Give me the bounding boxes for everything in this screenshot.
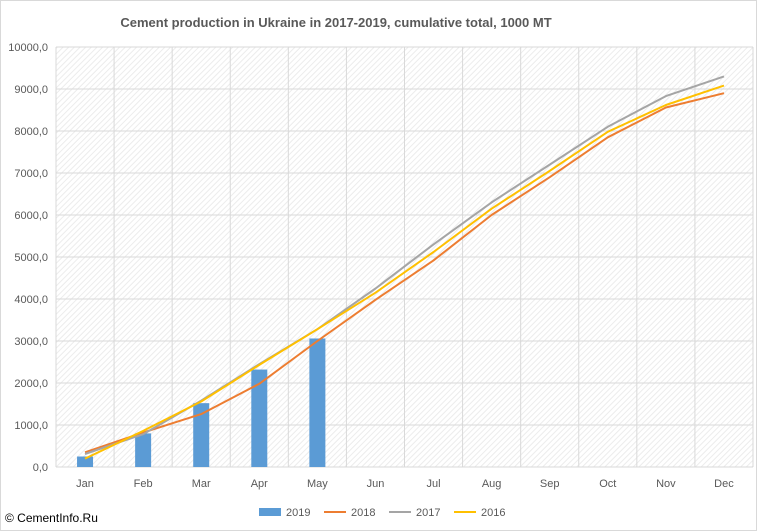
x-tick-label: Apr (251, 478, 268, 490)
x-tick-label: Oct (599, 478, 616, 490)
legend-swatch-2019 (259, 508, 281, 516)
x-tick-label: Jul (427, 478, 441, 490)
x-tick-label: Jan (76, 478, 94, 490)
y-tick-label: 8000,0 (14, 126, 48, 138)
y-tick-label: 1000,0 (14, 420, 48, 432)
y-tick-label: 4000,0 (14, 294, 48, 306)
y-tick-label: 3000,0 (14, 336, 48, 348)
bar-2019 (135, 433, 152, 467)
legend-label-2018: 2018 (351, 507, 375, 519)
legend-label-2016: 2016 (481, 507, 505, 519)
y-tick-label: 7000,0 (14, 168, 48, 180)
x-tick-label: Dec (714, 478, 734, 490)
bar-2019 (309, 338, 326, 467)
chart-title: Cement production in Ukraine in 2017-201… (120, 15, 551, 30)
y-axis-ticks: 0,0 1000,0 2000,0 3000,0 4000,0 5000,0 6000,0 7… (8, 42, 48, 474)
x-tick-label: Aug (482, 478, 502, 490)
line-series (84, 75, 725, 460)
bar-2019 (251, 369, 268, 467)
x-tick-label: Sep (540, 478, 560, 490)
chart-legend: 2019 2018 2017 2016 (259, 507, 505, 519)
y-tick-label: 5000,0 (14, 252, 48, 264)
y-tick-label: 2000,0 (14, 378, 48, 390)
gridlines (55, 46, 754, 468)
line-2016 (84, 84, 725, 460)
x-axis-ticks: Jan Feb Mar Apr May Jun Jul Aug Sep Oct Nov Dec (76, 478, 734, 490)
y-tick-label: 9000,0 (14, 84, 48, 96)
x-tick-label: Jun (367, 478, 385, 490)
y-tick-label: 0,0 (33, 462, 48, 474)
x-tick-label: Mar (192, 478, 211, 490)
line-2018 (84, 92, 725, 454)
x-tick-label: Feb (134, 478, 153, 490)
x-tick-label: Nov (656, 478, 676, 490)
bar-2019 (77, 456, 94, 467)
bar-2019 (193, 403, 210, 467)
legend-label-2017: 2017 (416, 507, 440, 519)
legend-label-2019: 2019 (286, 507, 310, 519)
y-tick-label: 6000,0 (14, 210, 48, 222)
y-tick-label: 10000,0 (8, 42, 48, 54)
bar-series-2019 (77, 338, 326, 467)
watermark-text: © CementInfo.Ru (5, 511, 98, 525)
x-tick-label: May (307, 478, 328, 490)
